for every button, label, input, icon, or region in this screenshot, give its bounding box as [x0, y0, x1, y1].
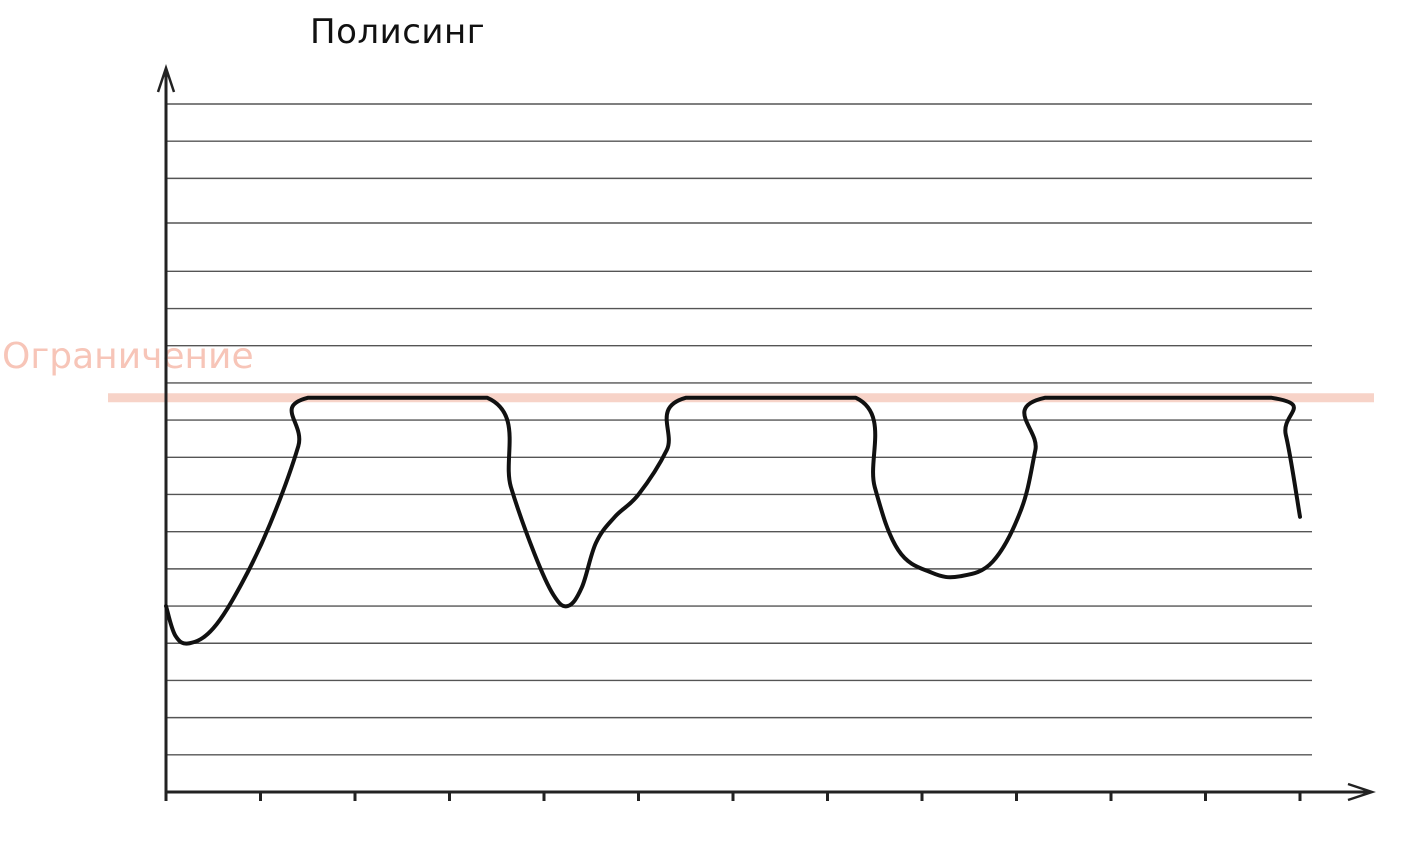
series-layer — [164, 395, 1302, 646]
series-line — [164, 395, 1302, 646]
y-axis-arrow — [156, 64, 176, 93]
limit-label: Ограничение — [2, 336, 254, 377]
grid-lines — [166, 103, 1312, 756]
x-axis-arrow — [1347, 782, 1376, 802]
chart-title: Полисинг — [310, 12, 486, 52]
axes — [156, 64, 1376, 802]
